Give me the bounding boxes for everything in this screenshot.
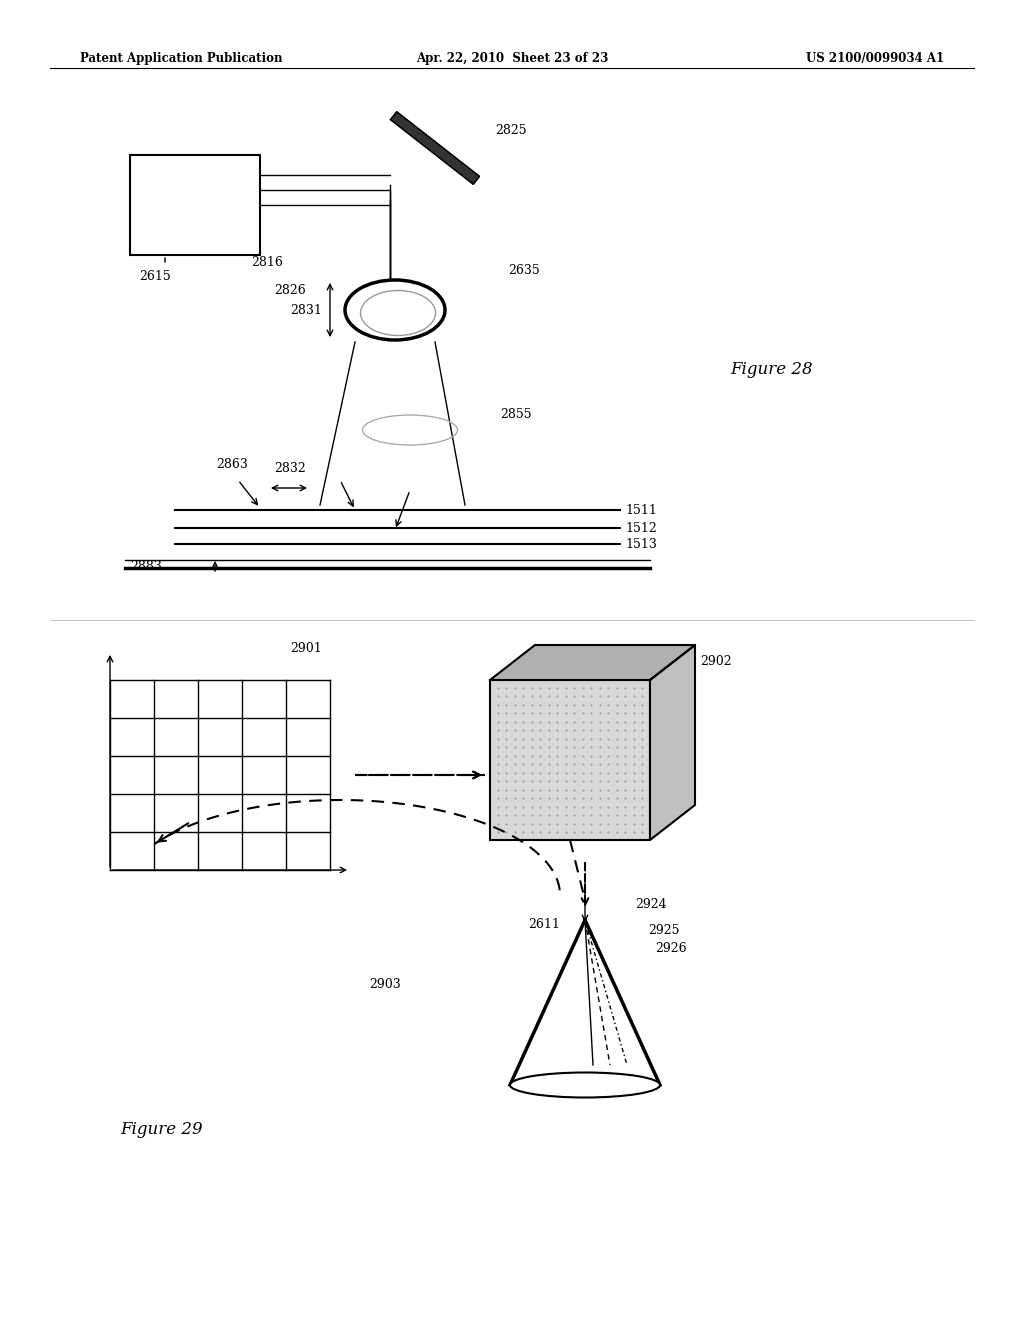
Text: 2816: 2816 [251, 256, 283, 268]
Bar [490, 680, 650, 840]
Text: 2903: 2903 [369, 978, 400, 991]
Text: 2615: 2615 [139, 271, 171, 282]
Text: 1512: 1512 [625, 521, 656, 535]
Text: 1511: 1511 [625, 503, 656, 516]
Text: 2924: 2924 [635, 899, 667, 912]
Text: 2826: 2826 [274, 284, 306, 297]
Text: US 2100/0099034 A1: US 2100/0099034 A1 [806, 51, 944, 65]
Text: 2832: 2832 [274, 462, 306, 475]
Text: 2883: 2883 [130, 561, 162, 573]
Polygon shape [490, 645, 695, 680]
Text: 2855: 2855 [500, 408, 531, 421]
Text: Patent Application Publication: Patent Application Publication [80, 51, 283, 65]
Text: Figure 29: Figure 29 [120, 1122, 203, 1138]
Text: 2825: 2825 [495, 124, 526, 136]
Text: 2831: 2831 [290, 304, 322, 317]
Text: 1513: 1513 [625, 537, 656, 550]
Text: 2611: 2611 [528, 919, 560, 932]
Text: 2925: 2925 [648, 924, 680, 936]
Text: 2901: 2901 [290, 642, 322, 655]
Polygon shape [650, 645, 695, 840]
Text: Apr. 22, 2010  Sheet 23 of 23: Apr. 22, 2010 Sheet 23 of 23 [416, 51, 608, 65]
Text: Figure 28: Figure 28 [730, 362, 813, 379]
Text: 2635: 2635 [508, 264, 540, 276]
Polygon shape [390, 112, 479, 185]
Ellipse shape [510, 1072, 660, 1097]
Text: 2863: 2863 [216, 458, 248, 471]
Text: 2902: 2902 [700, 655, 731, 668]
Bar [130, 154, 260, 255]
Ellipse shape [345, 280, 445, 341]
Text: 2926: 2926 [655, 941, 687, 954]
